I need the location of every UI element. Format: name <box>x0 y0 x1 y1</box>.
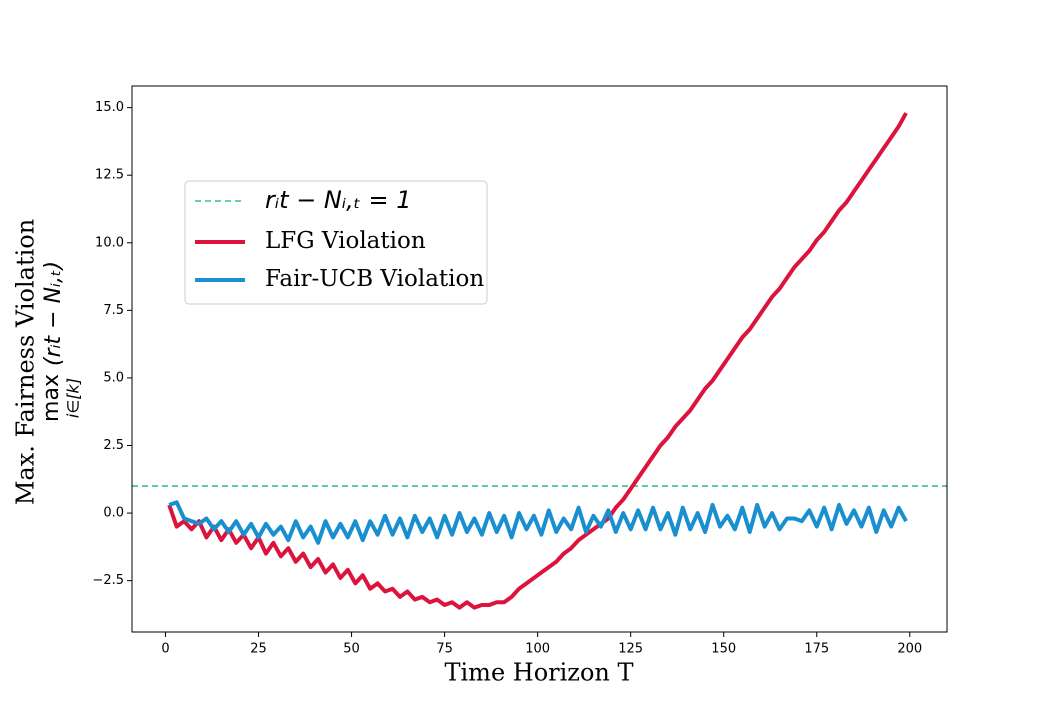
x-axis-label: Time Horizon T <box>445 659 634 687</box>
y-axis-math-sub: i∈[k] <box>64 378 83 418</box>
x-tick-label: 100 <box>525 642 550 657</box>
y-axis-math-expr: (rᵢt − Nᵢ,ₜ) <box>41 261 66 366</box>
y-tick-label: 15.0 <box>95 100 124 115</box>
y-tick-label: 10.0 <box>95 235 124 250</box>
y-tick-label: −2.5 <box>92 573 124 588</box>
x-tick-label: 125 <box>618 642 643 657</box>
y-tick-label: 7.5 <box>103 303 124 318</box>
y-tick-label: 2.5 <box>103 438 124 453</box>
series-line <box>168 500 908 545</box>
plot-frame <box>131 85 948 633</box>
x-tick-label: 50 <box>343 642 360 657</box>
x-tick-label: 75 <box>436 642 453 657</box>
y-axis-label-group: Max. Fairness Violation <box>12 219 40 505</box>
x-tick-label: 0 <box>161 642 169 657</box>
y-tick-label: 0.0 <box>103 506 124 521</box>
y-tick-label: 12.5 <box>95 168 124 183</box>
series-line <box>167 112 908 610</box>
legend-box <box>184 180 488 305</box>
x-tick-label: 200 <box>897 642 922 657</box>
legend-label: rᵢt − Nᵢ,ₜ = 1 <box>265 186 412 214</box>
x-tick-label: 175 <box>804 642 829 657</box>
y-tick-label: 5.0 <box>103 370 124 385</box>
legend-label: Fair-UCB Violation <box>265 266 484 292</box>
y-axis-math-group: max i∈[k] (rᵢt − Nᵢ,ₜ) <box>39 261 83 422</box>
legend-label: LFG Violation <box>265 228 426 254</box>
x-tick-label: 150 <box>711 642 736 657</box>
y-axis-label: Max. Fairness Violation <box>12 219 40 505</box>
x-tick-label: 25 <box>250 642 267 657</box>
y-axis-math-op: max <box>39 374 64 422</box>
